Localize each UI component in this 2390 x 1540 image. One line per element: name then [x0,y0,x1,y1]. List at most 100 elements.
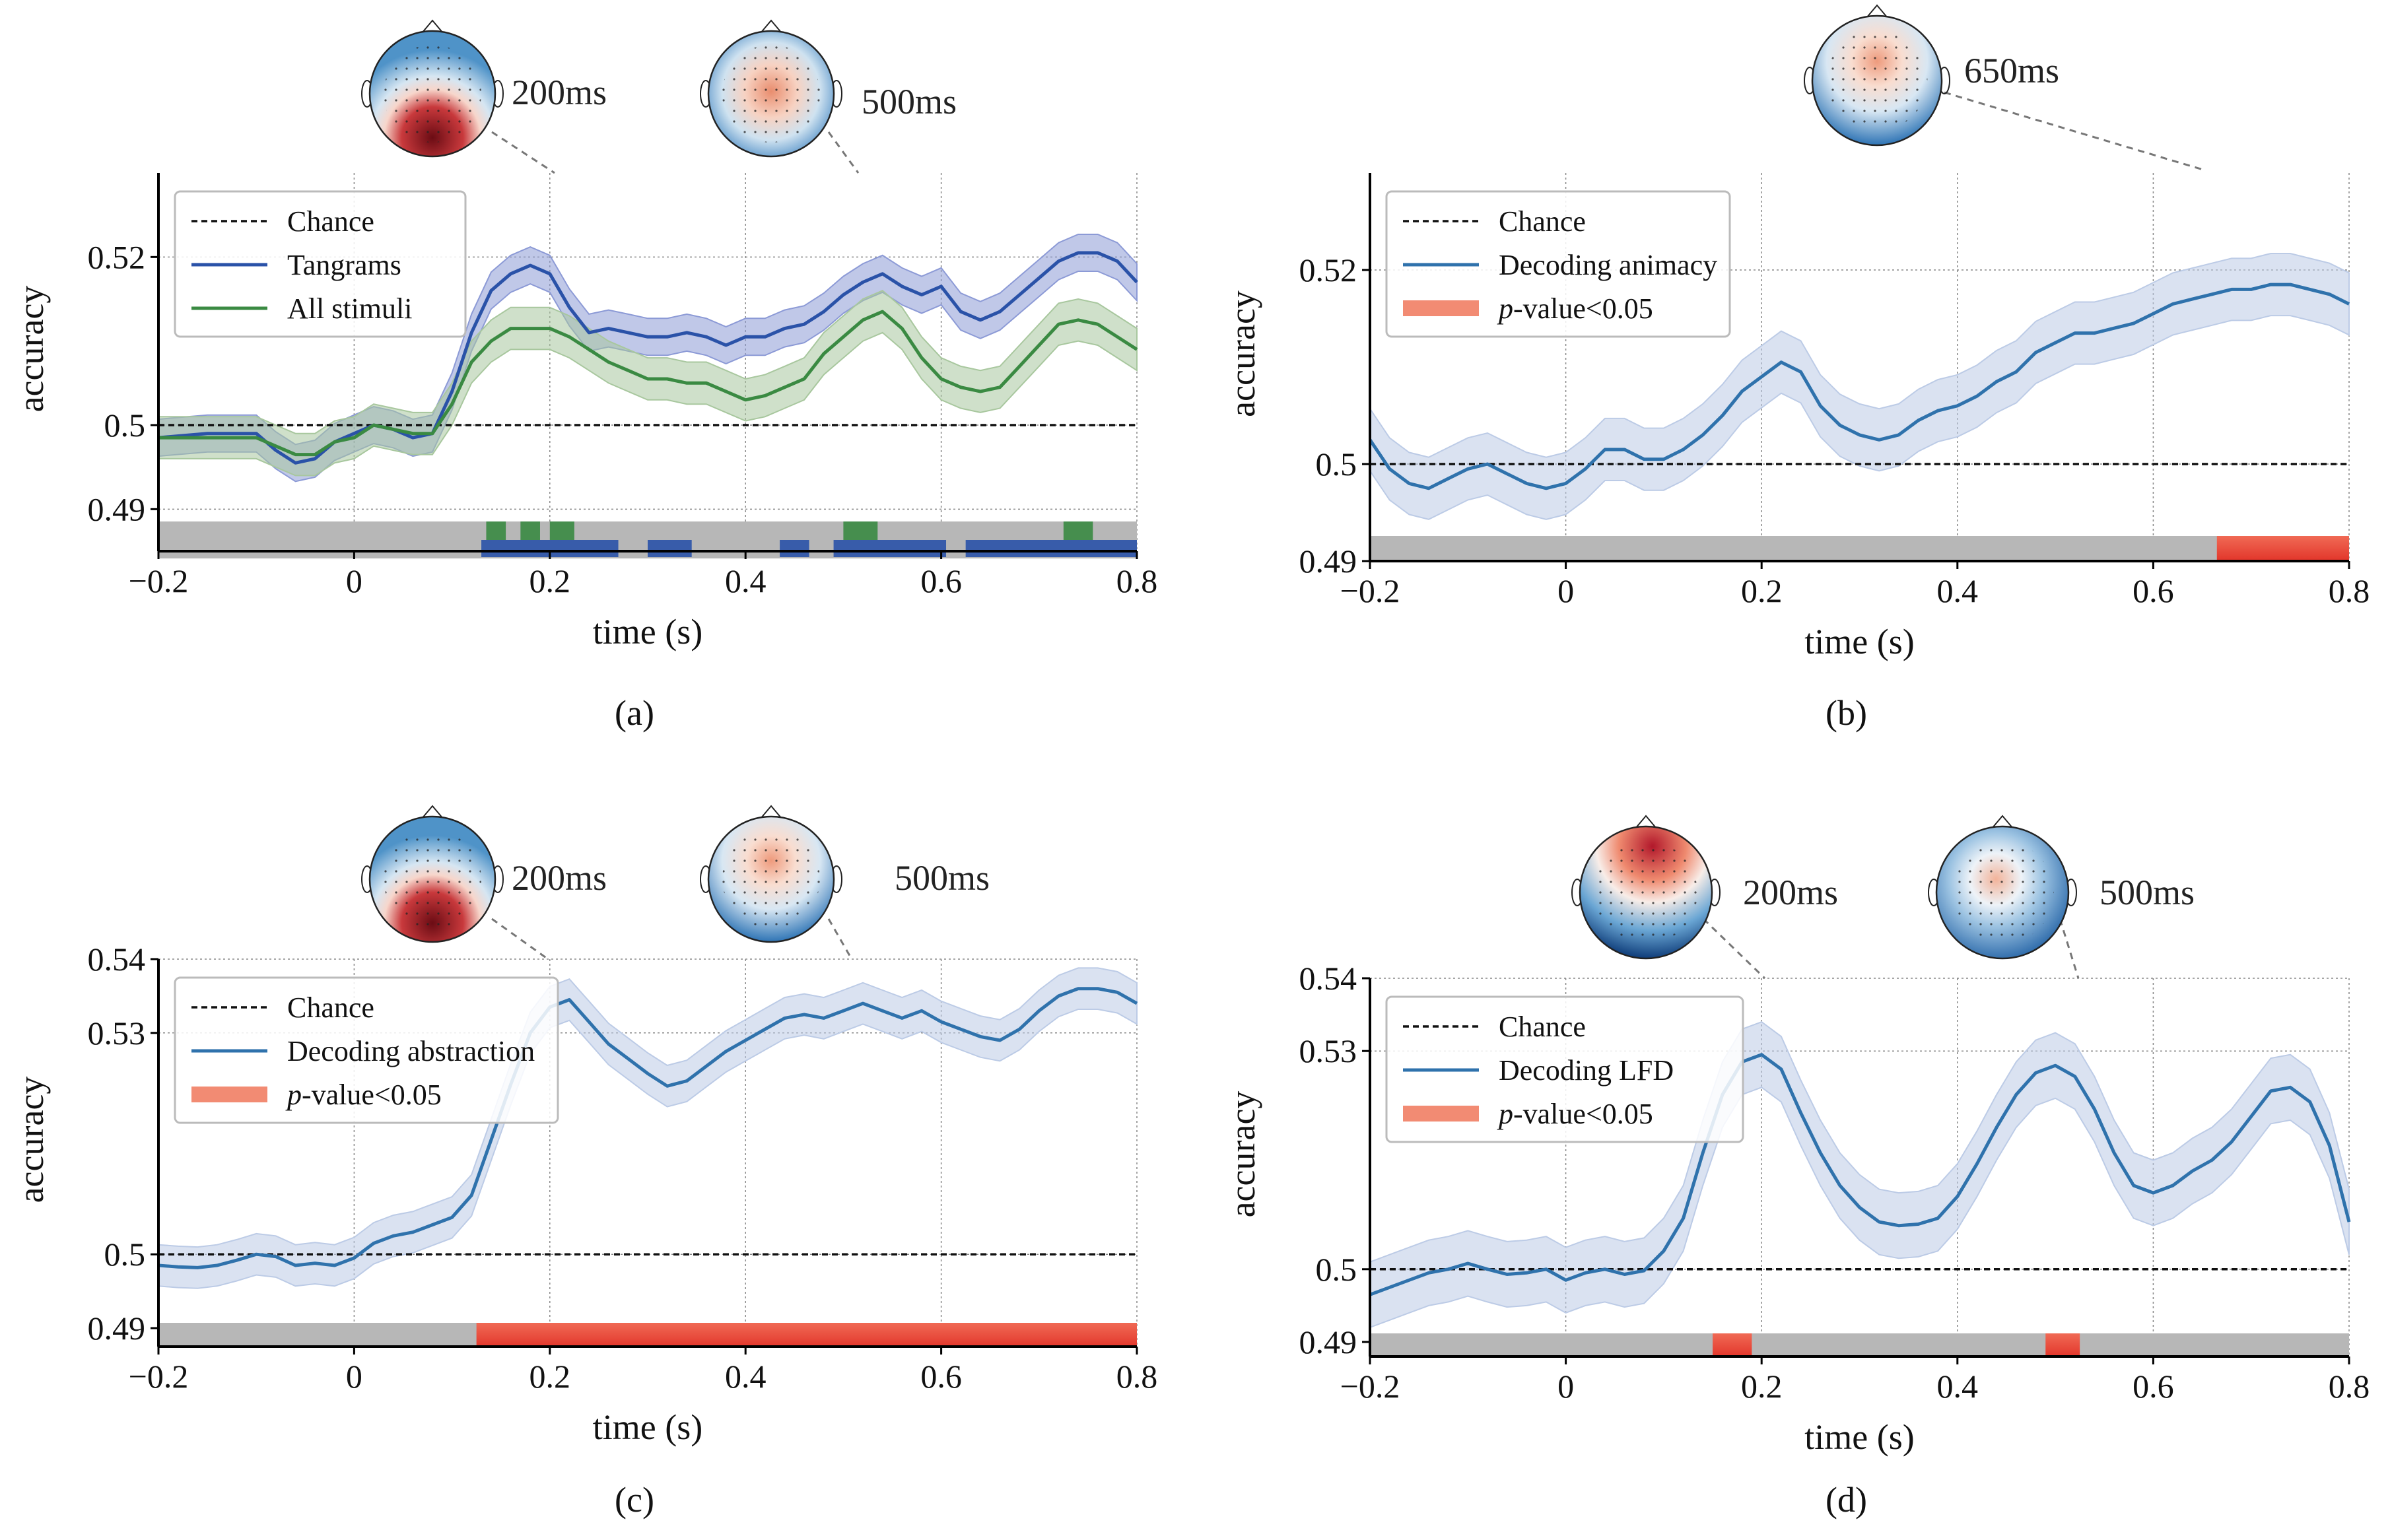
x-tick-label: 0.8 [1116,1358,1158,1395]
significance-interval [1063,521,1093,540]
y-tick-label: 0.5 [1316,1251,1357,1288]
topomap-nose [1991,815,2014,829]
topomap-time-label: 200ms [512,73,607,112]
legend-label: p-value<0.05 [1497,292,1653,325]
topomap-time-label: 200ms [1743,873,1838,912]
legend-label: Tangrams [287,249,401,281]
panel-d: 200ms 500ms −0.2 0 0.2 0.4 0.6 0.8 0.49 0.5 0.53 0.… [1223,815,2370,1520]
topomap-time-label: 500ms [2100,873,2195,912]
series-line-decoding-lfd [1369,1053,2351,1296]
x-tick-label: 0.4 [1937,1368,1979,1405]
topomap-electrodes [1951,841,2054,944]
topomap-200ms: 200ms [361,19,607,174]
panel-caption: (b) [1826,693,1867,733]
legend-label-rest: -value<0.05 [1513,1098,1653,1130]
topomap-500ms: 500ms [700,805,990,960]
legend-label-italic: p [1497,292,1513,325]
legend-label-rest: -value<0.05 [1513,292,1653,325]
x-axis-label: time (s) [593,1407,702,1447]
x-tick-label: 0.6 [920,1358,962,1395]
legend: Chance Tangrams All stimuli [174,190,467,338]
significance-interval [2045,1333,2080,1357]
topomap-200ms: 200ms [361,805,607,960]
y-tick-label: 0.54 [1299,960,1357,997]
topomap-electrodes [383,44,482,143]
legend: Chance Decoding abstraction p-value<0.05 [174,976,559,1124]
x-tick-label: 0.2 [529,562,571,599]
significance-background [1370,536,2349,561]
series-line-decoding-animacy [1368,283,2350,490]
y-tick-label: 0.5 [104,407,146,444]
y-tick-label: 0.52 [88,238,146,275]
x-tick-label: 0.4 [725,562,767,599]
legend-label-rest: -value<0.05 [302,1079,442,1111]
y-tick-label: 0.54 [88,941,146,978]
topomap-nose [1635,815,1657,829]
topomap-electrodes [1826,30,1928,131]
topomap-electrodes [722,44,821,143]
x-tick-label: 0.4 [1937,572,1979,609]
x-tick-label: −0.2 [129,562,189,599]
legend-swatch-significance [191,1087,267,1102]
x-axis-label: time (s) [1804,1417,1914,1457]
x-tick-label: 0 [346,1358,362,1395]
panel-b: 650ms −0.2 0 0.2 0.4 0.6 0.8 0.49 0.5 0.52 time (s… [1223,4,2370,733]
legend-label: Decoding abstraction [287,1035,535,1067]
x-tick-label: −0.2 [129,1358,189,1395]
topomap-electrodes [383,830,482,929]
legend-label: Chance [287,991,374,1024]
significance-interval [486,521,506,540]
significance-interval [780,540,809,557]
panel-a: 200ms 500ms −0.2 0 0.2 0.4 0.6 0.8 0.49 0.5 0.52 ti… [11,19,1158,733]
x-tick-label: 0.8 [1116,562,1158,599]
significance-interval [648,540,692,557]
y-tick-label: 0.49 [1299,543,1357,580]
topomap-pointer-line [2059,918,2080,979]
y-tick-label: 0.49 [88,1310,146,1347]
legend-label: Decoding animacy [1499,249,1717,281]
x-tick-label: 0.8 [2329,572,2370,609]
topomap-nose [421,19,444,34]
legend-label: p-value<0.05 [285,1079,442,1111]
significance-interval [520,521,540,540]
x-tick-label: 0 [346,562,362,599]
legend-label-italic: p [285,1079,302,1111]
y-tick-label: 0.49 [88,490,146,527]
x-tick-label: 0.2 [1741,572,1783,609]
legend: Chance Decoding animacy p-value<0.05 [1385,190,1731,338]
panel-c: 200ms 500ms −0.2 0 0.2 0.4 0.6 0.8 0.49 0.5 0.53 0.… [11,805,1158,1520]
x-tick-label: 0.4 [725,1358,767,1395]
topomap-pointer-line [827,131,860,174]
topomap-electrodes [1594,841,1697,944]
y-tick-label: 0.49 [1299,1323,1357,1360]
y-tick-label: 0.5 [104,1236,146,1273]
x-tick-label: 0.6 [2133,1368,2174,1405]
y-axis-label: accuracy [11,1077,51,1203]
significance-background [1370,1333,2349,1357]
x-tick-label: −0.2 [1340,1368,1400,1405]
y-tick-label: 0.53 [88,1015,146,1052]
legend-label: Decoding LFD [1499,1054,1674,1087]
topomap-time-label: 500ms [862,82,957,121]
series-line-all-stimuli [158,310,1138,457]
topomap-pointer-line [1702,918,1766,980]
x-tick-label: 0.8 [2329,1368,2370,1405]
topomap-nose [421,805,444,819]
topomap-nose [760,805,782,819]
series-line-decoding-abstraction [158,987,1138,1269]
significance-interval [965,540,1137,557]
x-tick-label: 0.2 [1741,1368,1783,1405]
significance-interval [843,521,878,540]
topomap-electrodes [722,830,821,929]
significance-interval [549,521,574,540]
significance-interval [2216,536,2349,561]
legend-label-italic: p [1497,1098,1513,1130]
legend-label: Chance [1499,1011,1586,1043]
y-axis-label: accuracy [1223,1091,1262,1218]
topomap-pointer-line [491,918,549,960]
significance-interval [1713,1333,1752,1357]
y-axis-label: accuracy [1223,290,1262,417]
topomap-time-label: 500ms [895,858,990,898]
panel-caption: (c) [615,1480,654,1520]
x-tick-label: 0.6 [920,562,962,599]
